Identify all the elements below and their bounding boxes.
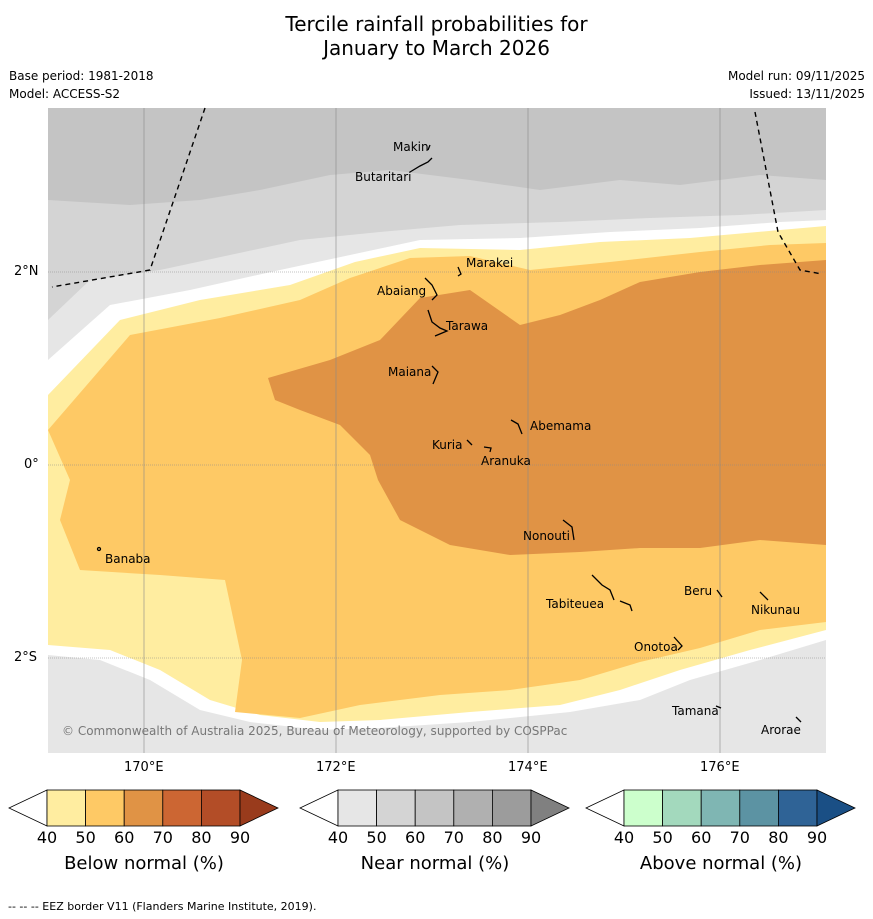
colorbar-max-triangle — [239, 789, 279, 827]
island-label-beru: Beru — [684, 584, 713, 598]
below-normal-70-region — [268, 260, 826, 555]
colorbar-segment — [162, 789, 202, 827]
colorbar-segment — [414, 789, 455, 827]
colorbar-tick-label: 40 — [613, 828, 635, 847]
colorbar-segment — [662, 789, 702, 827]
island-label-arorae: Arorae — [761, 723, 801, 737]
base-period: Base period: 1981-2018 — [9, 69, 154, 83]
lat-label-2n: 2°N — [14, 264, 39, 279]
lat-label-0: 0° — [24, 457, 39, 472]
island-label-banaba: Banaba — [105, 552, 151, 566]
graticule — [48, 108, 826, 753]
colorbar-max-triangle — [816, 789, 856, 827]
colorbar-tick-label: 80 — [191, 828, 212, 847]
colorbar-tick-label: 50 — [366, 828, 387, 847]
colorbar-min-triangle — [585, 789, 625, 827]
colorbar-tick-label: 70 — [152, 828, 173, 847]
colorbar-tick-label: 40 — [36, 828, 58, 847]
colorbar-tick-label: 60 — [691, 828, 712, 847]
lon-label-170: 170°E — [124, 760, 164, 775]
lon-label-174: 174°E — [508, 760, 548, 775]
colorbar-tick-label: 50 — [75, 828, 96, 847]
island-label-tabiteuea: Tabiteuea — [546, 597, 605, 611]
colorbar-tick-label: 60 — [405, 828, 426, 847]
island-label-butaritari: Butaritari — [355, 170, 412, 184]
issued-date: Issued: 13/11/2025 — [749, 87, 865, 101]
island-label-abaiang: Abaiang — [377, 284, 427, 298]
island-label-kuria: Kuria — [432, 438, 463, 452]
colorbar-segment — [778, 789, 818, 827]
colorbar-segment — [623, 789, 663, 827]
island-label-maiana: Maiana — [388, 365, 432, 379]
eez-footnote: -- -- -- EEZ border V11 (Flanders Marine… — [8, 900, 317, 913]
colorbar-tick-label: 60 — [114, 828, 135, 847]
map-title-line1: Tercile rainfall probabilities for — [285, 12, 588, 36]
lon-label-172: 172°E — [316, 760, 356, 775]
colorbar-segment — [739, 789, 779, 827]
island-label-makin: Makin — [393, 140, 429, 154]
model-name: Model: ACCESS-S2 — [9, 87, 121, 101]
colorbar-segment — [337, 789, 377, 827]
colorbar-segment — [123, 789, 164, 827]
copyright-notice: © Commonwealth of Australia 2025, Bureau… — [62, 724, 568, 738]
colorbar-label-above: Above normal (%) — [639, 853, 803, 874]
island-label-aranuka: Aranuka — [481, 454, 531, 468]
colorbar-segment — [46, 789, 86, 827]
colorbar-tick-label: 70 — [443, 828, 464, 847]
island-label-tarawa: Tarawa — [446, 319, 489, 333]
near-normal-70-region — [48, 108, 826, 205]
colorbar-min-triangle — [299, 789, 339, 827]
model-run-date: Model run: 09/11/2025 — [727, 69, 865, 83]
colorbar-tick-label: 90 — [229, 828, 251, 847]
colorbar-segment — [700, 789, 741, 827]
lon-label-176: 176°E — [700, 760, 740, 775]
island-label-onotoa: Onotoa — [634, 640, 678, 654]
probability-fields — [48, 108, 826, 753]
island-label-abemama: Abemama — [530, 419, 592, 433]
colorbar-tick-label: 50 — [652, 828, 673, 847]
island-label-nikunau: Nikunau — [751, 603, 801, 617]
colorbar-segment — [376, 789, 416, 827]
colorbar-label-below: Below normal (%) — [64, 853, 224, 874]
eez-border — [51, 107, 823, 288]
colorbar-max-triangle — [530, 789, 570, 827]
colorbar-tick-label: 80 — [482, 828, 503, 847]
colorbar-segment — [491, 789, 532, 827]
map-title-line2: January to March 2026 — [323, 36, 550, 60]
colorbar-tick-label: 90 — [806, 828, 828, 847]
colorbar-min-triangle — [8, 789, 48, 827]
colorbar-segment — [453, 789, 493, 827]
colorbar-tick-label: 70 — [729, 828, 750, 847]
island-outlines — [96, 144, 802, 723]
colorbars — [8, 789, 856, 827]
island-label-tamana: Tamana — [672, 704, 719, 718]
lat-label-2s: 2°S — [14, 650, 38, 665]
colorbar-tick-label: 80 — [768, 828, 789, 847]
island-label-marakei: Marakei — [466, 256, 514, 270]
island-label-nonouti: Nonouti — [523, 529, 570, 543]
colorbar-segment — [85, 789, 125, 827]
colorbar-segment — [200, 789, 241, 827]
colorbar-label-near: Near normal (%) — [360, 853, 510, 874]
colorbar-tick-label: 40 — [327, 828, 349, 847]
colorbar-tick-label: 90 — [520, 828, 542, 847]
